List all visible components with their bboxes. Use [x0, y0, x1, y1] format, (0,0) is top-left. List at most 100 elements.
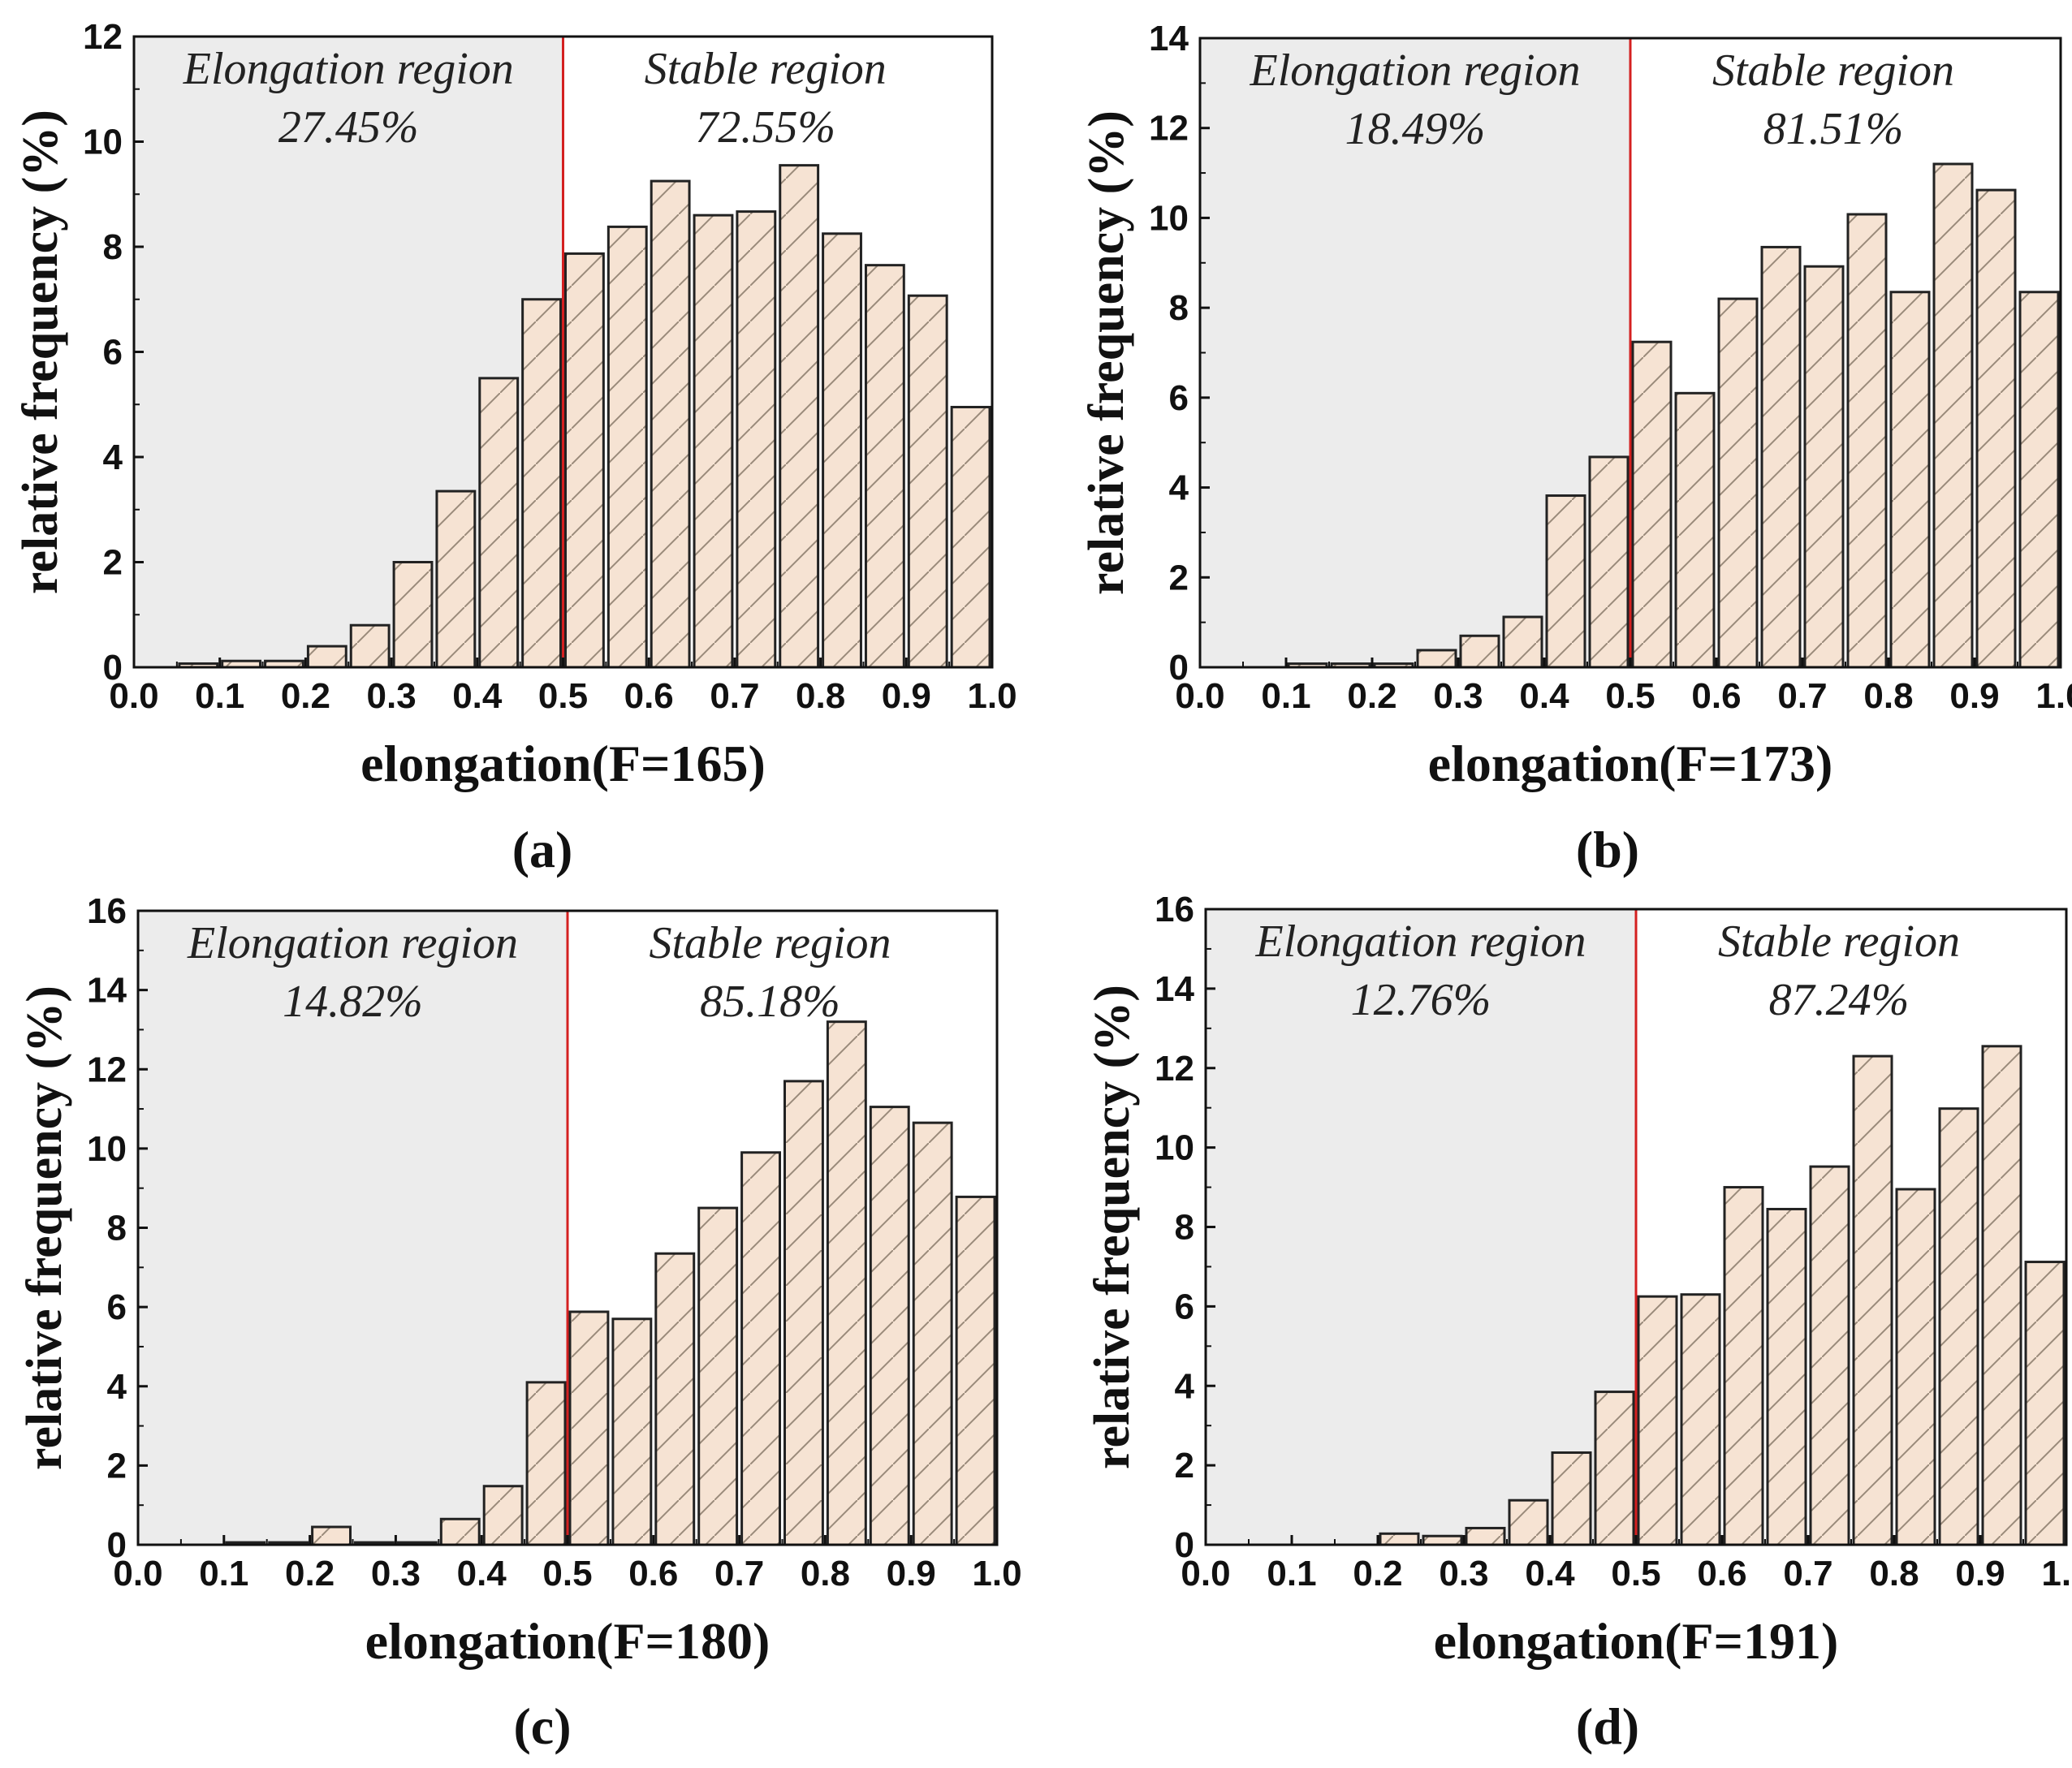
- y-tick-label: 6: [107, 1287, 127, 1327]
- stable-region-title: Stable region: [1718, 916, 1960, 967]
- bar-outline: [311, 1525, 352, 1546]
- x-tick-label: 0.0: [1175, 676, 1224, 716]
- bar-outline: [1594, 1391, 1635, 1546]
- bar-outline: [435, 489, 477, 669]
- x-tick-label: 0.2: [281, 676, 330, 716]
- y-tick-label: 8: [1175, 1208, 1194, 1248]
- bar-outline: [349, 623, 391, 669]
- stable-region-value: 87.24%: [1769, 975, 1910, 1025]
- elongation-region-shade: [138, 911, 568, 1545]
- x-tick-label: 0.6: [1697, 1554, 1746, 1593]
- bar-outline: [1459, 634, 1500, 669]
- y-tick-label: 0: [1169, 648, 1189, 688]
- x-tick-label: 0.3: [367, 676, 417, 716]
- y-tick-label: 14: [1155, 969, 1194, 1009]
- x-axis-label: elongation(F=165): [360, 735, 766, 792]
- x-tick-label: 0.5: [1611, 1554, 1660, 1593]
- x-tick-label: 0.2: [285, 1554, 335, 1593]
- x-tick-label: 0.6: [628, 1554, 678, 1593]
- bar-outline: [1508, 1498, 1549, 1546]
- y-tick-label: 0: [103, 648, 123, 688]
- x-tick-label: 1.0: [2035, 676, 2072, 716]
- x-tick-label: 0.5: [538, 676, 588, 716]
- bar-outline: [736, 210, 777, 669]
- x-tick-label: 0.4: [1519, 676, 1569, 716]
- bar-outline: [1846, 213, 1888, 669]
- y-tick-label: 2: [1169, 558, 1189, 597]
- bar-outline: [783, 1080, 824, 1546]
- bar-outline: [482, 1485, 524, 1546]
- bar-outline: [525, 1381, 567, 1546]
- y-tick-label: 2: [107, 1446, 127, 1486]
- y-axis-label: relative frequency (%): [1085, 985, 1140, 1469]
- x-tick-label: 0.6: [1691, 676, 1741, 716]
- x-axis-label: elongation(F=191): [1434, 1612, 1839, 1670]
- bar-outline: [1938, 1107, 1979, 1546]
- bar-outline: [1803, 265, 1845, 669]
- bar-outline: [1674, 391, 1716, 669]
- bar-outline: [1766, 1207, 1807, 1546]
- y-tick-label: 12: [87, 1050, 127, 1089]
- elongation-region-value: 18.49%: [1345, 104, 1486, 154]
- x-tick-label: 0.6: [624, 676, 674, 716]
- bar-outline: [564, 252, 605, 669]
- bar-outline: [439, 1517, 481, 1546]
- bar-outline: [521, 298, 563, 669]
- bar-outline: [693, 213, 734, 669]
- elongation-region-value: 12.76%: [1351, 975, 1491, 1025]
- x-tick-label: 0.4: [1525, 1554, 1575, 1593]
- y-axis-label: relative frequency (%): [13, 110, 68, 594]
- x-tick-label: 0.3: [1439, 1554, 1488, 1593]
- elongation-region-title: Elongation region: [183, 44, 514, 94]
- bar-outline: [1760, 245, 1802, 669]
- y-tick-label: 10: [83, 123, 123, 162]
- stable-region-value: 81.51%: [1763, 104, 1904, 154]
- y-tick-label: 12: [1149, 109, 1189, 149]
- x-tick-label: 1.0: [2041, 1554, 2072, 1593]
- y-tick-label: 8: [107, 1209, 127, 1248]
- y-tick-label: 6: [1175, 1287, 1194, 1326]
- bar-outline: [1895, 1188, 1936, 1546]
- x-tick-label: 0.5: [1605, 676, 1655, 716]
- bar-outline: [1717, 297, 1759, 669]
- x-tick-label: 0.1: [1267, 1554, 1316, 1593]
- y-tick-label: 16: [87, 891, 127, 931]
- x-tick-label: 0.1: [195, 676, 244, 716]
- y-axis-label: relative frequency (%): [17, 985, 72, 1470]
- y-tick-label: 10: [1155, 1128, 1194, 1168]
- bar-outline: [864, 264, 905, 669]
- chart-panel-a: 0 2 4 6 8 10 12 0.0 0.1 0.2 0.3 0.4 0.5 0.6 0.7 0.8 0.9 1…: [13, 17, 1017, 878]
- bar-outline: [1981, 1045, 2022, 1546]
- x-tick-label: 0.3: [371, 1554, 421, 1593]
- bar-outline: [654, 1252, 696, 1546]
- y-tick-label: 0: [1175, 1525, 1194, 1565]
- bar-outline: [1637, 1295, 1678, 1546]
- bar-outline: [392, 561, 434, 669]
- chart-panel-c: 0 2 4 6 8 10 12 14 16 0.0 0.1 0.2 0.3 0.4 0.5 0.6 0.7 0.8…: [17, 891, 1022, 1755]
- x-tick-label: 0.2: [1353, 1554, 1402, 1593]
- panel-label: (c): [513, 1697, 571, 1755]
- x-tick-label: 0.4: [452, 676, 503, 716]
- y-tick-label: 14: [87, 971, 127, 1011]
- x-tick-label: 0.9: [1949, 676, 1999, 716]
- y-tick-label: 4: [103, 438, 123, 477]
- x-tick-label: 0.8: [796, 676, 845, 716]
- y-tick-label: 4: [1175, 1366, 1195, 1406]
- y-tick-label: 16: [1155, 890, 1194, 929]
- x-tick-label: 0.4: [457, 1554, 507, 1593]
- bar-outline: [478, 377, 520, 669]
- bar-outline: [869, 1106, 910, 1546]
- y-tick-label: 6: [1169, 378, 1189, 418]
- x-tick-label: 0.9: [1955, 1554, 2005, 1593]
- y-tick-label: 10: [87, 1129, 127, 1169]
- y-tick-label: 12: [83, 17, 123, 57]
- bar-outline: [1680, 1293, 1721, 1546]
- bar-outline: [1889, 291, 1931, 669]
- stable-region-title: Stable region: [649, 918, 891, 968]
- bar-outline: [650, 179, 691, 669]
- y-tick-label: 12: [1155, 1049, 1194, 1089]
- bar-outline: [568, 1310, 610, 1546]
- x-tick-label: 0.8: [1869, 1554, 1919, 1593]
- bar-outline: [907, 294, 948, 669]
- stable-region-value: 85.18%: [700, 977, 840, 1027]
